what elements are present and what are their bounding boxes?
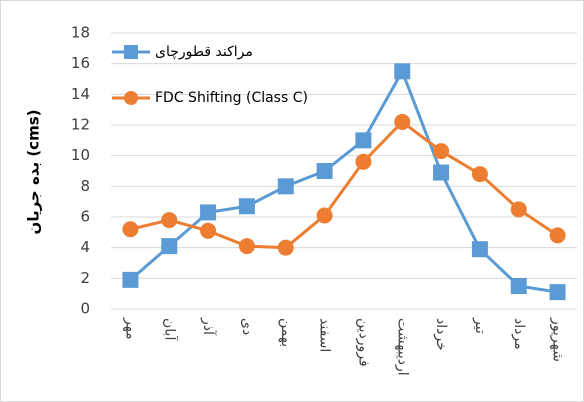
legend-marker: [124, 91, 138, 105]
point: [122, 271, 139, 288]
point: [471, 166, 488, 183]
point: [122, 221, 139, 238]
y-tick-label: 18: [71, 24, 90, 42]
y-axis-label: بده جریان (cms): [25, 110, 43, 235]
legend-label: مراکند قطورچای: [155, 44, 253, 60]
y-tick-label: 12: [71, 116, 90, 134]
x-tick-label: مرداد: [511, 318, 527, 350]
point: [238, 238, 255, 255]
x-tick-label: شهریور: [550, 317, 566, 362]
legend-marker: [124, 45, 138, 59]
y-tick-label: 14: [71, 85, 90, 103]
point: [433, 164, 450, 181]
point: [394, 63, 411, 80]
point: [200, 204, 217, 221]
point: [238, 198, 255, 215]
x-tick-label: فروردین: [355, 318, 371, 367]
y-tick-label: 16: [71, 54, 90, 72]
point: [433, 143, 450, 160]
x-tick-label: مهر: [122, 317, 138, 340]
point: [549, 284, 566, 301]
point: [316, 163, 333, 179]
y-tick-label: 2: [80, 269, 90, 287]
legend-label: FDC Shifting (Class C): [155, 90, 308, 106]
point: [355, 153, 372, 170]
point: [510, 278, 527, 294]
x-tick-label: آبان: [161, 318, 178, 341]
y-tick-label: 8: [80, 177, 90, 195]
x-tick-label: آذر: [200, 317, 217, 336]
point: [277, 239, 294, 256]
y-tick-label: 10: [71, 146, 90, 164]
point: [510, 201, 527, 218]
y-tick-label: 6: [80, 208, 90, 226]
point: [316, 207, 333, 224]
point: [161, 212, 178, 229]
x-tick-label: اسفند: [317, 318, 333, 352]
y-tick-label: 0: [80, 300, 90, 318]
point: [200, 222, 217, 239]
point: [471, 241, 488, 258]
x-tick-label: دی: [239, 318, 255, 335]
point: [161, 238, 178, 255]
x-tick-label: خرداد: [433, 318, 449, 351]
x-tick-label: بهمن: [278, 318, 294, 347]
point: [355, 132, 372, 149]
y-tick-label: 4: [80, 238, 90, 256]
x-tick-label: اردیبهشت: [394, 318, 410, 376]
point: [549, 227, 566, 244]
point: [394, 113, 411, 130]
point: [277, 178, 294, 195]
x-tick-label: تیر: [472, 317, 488, 334]
